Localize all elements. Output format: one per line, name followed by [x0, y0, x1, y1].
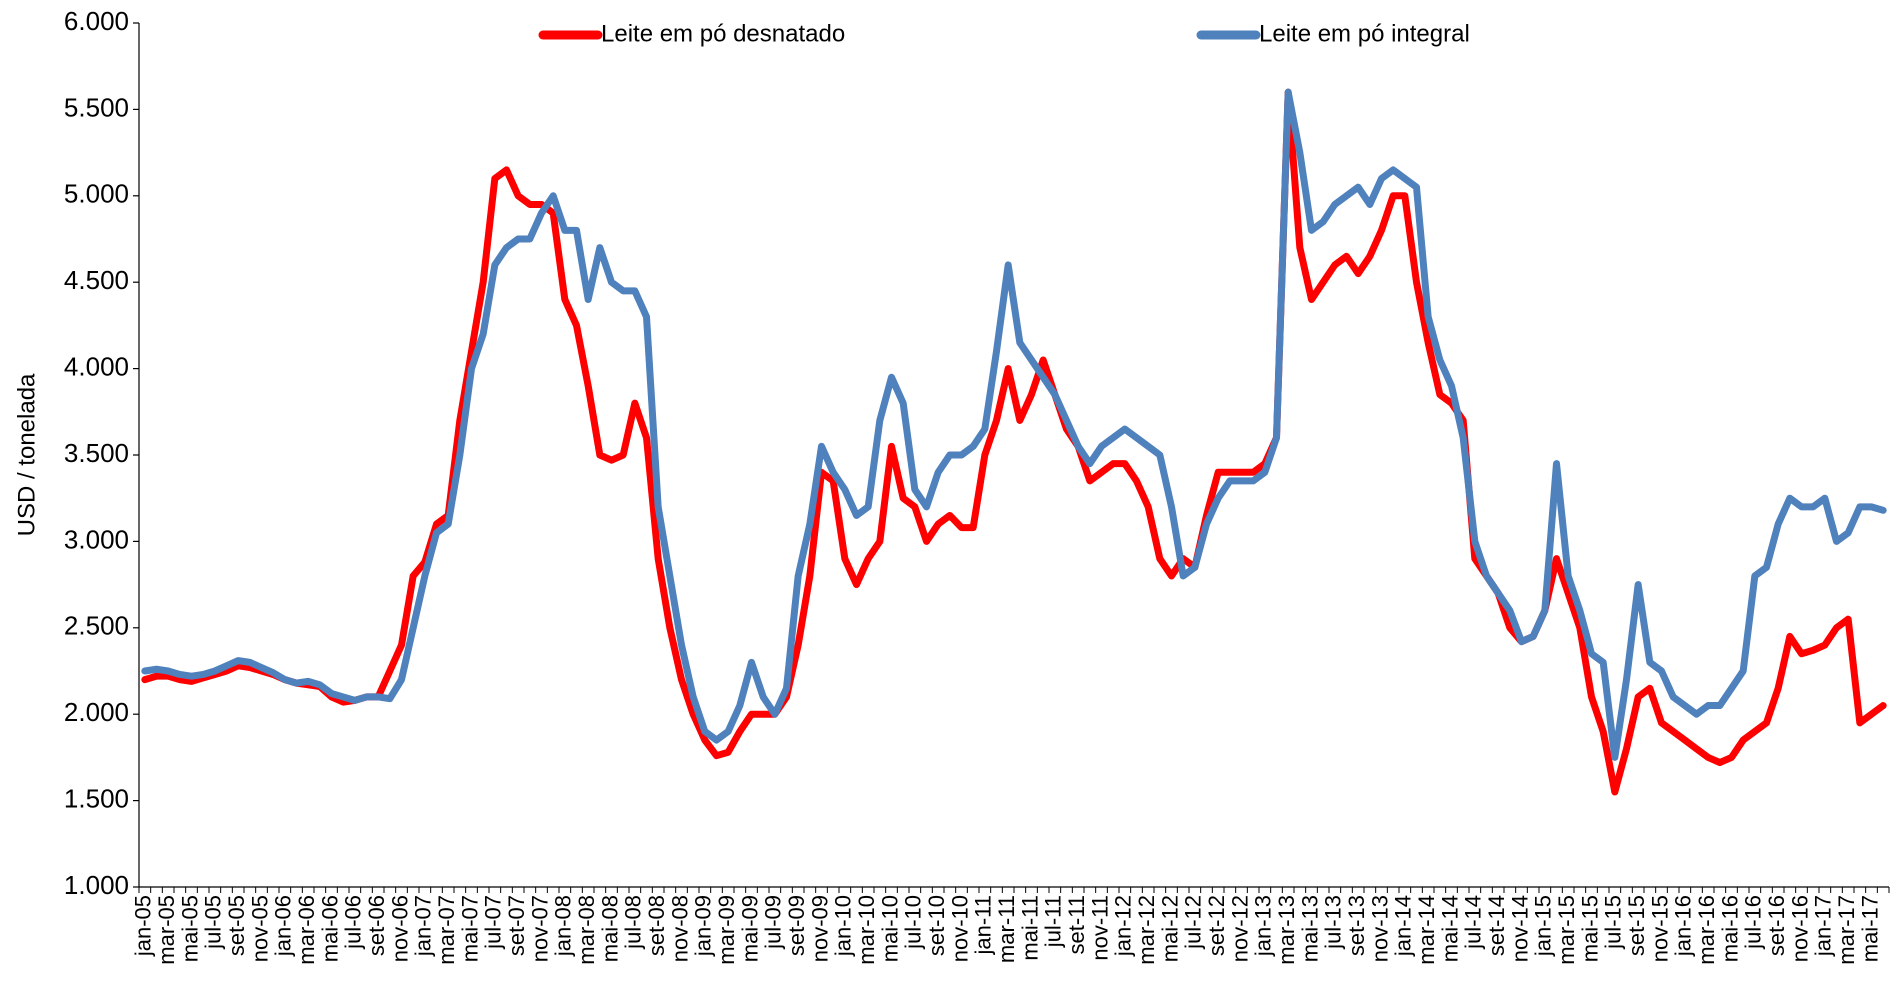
- x-tick-label: jan-17: [1811, 895, 1836, 957]
- y-tick-label: 3.500: [64, 438, 129, 468]
- x-tick-label: nov-11: [1087, 895, 1112, 961]
- x-tick-label: jan-13: [1251, 895, 1276, 957]
- x-tick-label: mai-07: [457, 895, 482, 962]
- x-tick-label: jan-16: [1671, 895, 1696, 957]
- x-tick-label: jul-09: [761, 895, 786, 950]
- y-tick-label: 6.000: [64, 6, 129, 36]
- x-tick-label: mai-09: [737, 895, 762, 962]
- x-tick-label: nov-14: [1507, 895, 1532, 962]
- x-tick-label: mai-08: [597, 895, 622, 962]
- x-tick-label: set-13: [1344, 895, 1369, 956]
- x-tick-label: jan-08: [551, 895, 576, 957]
- x-tick-label: nov-09: [807, 895, 832, 962]
- x-tick-label: nov-06: [387, 895, 412, 962]
- y-tick-label: 1.000: [64, 870, 129, 900]
- x-tick-label: jul-05: [201, 895, 226, 950]
- x-tick-label: nov-10: [947, 895, 972, 962]
- x-tick-label: jan-05: [131, 895, 156, 957]
- x-tick-label: set-07: [504, 895, 529, 956]
- y-tick-label: 5.500: [64, 92, 129, 122]
- x-tick-label: mai-16: [1717, 895, 1742, 962]
- x-tick-label: nov-16: [1787, 895, 1812, 962]
- y-tick-label: 4.000: [64, 351, 129, 381]
- y-tick-label: 2.000: [64, 697, 129, 727]
- y-tick-label: 4.500: [64, 265, 129, 295]
- y-tick-label: 3.000: [64, 524, 129, 554]
- x-tick-label: jan-10: [831, 895, 856, 957]
- x-tick-label: jul-15: [1601, 895, 1626, 950]
- x-tick-label: set-15: [1624, 895, 1649, 956]
- x-tick-label: mar-06: [294, 895, 319, 965]
- x-tick-label: set-11: [1064, 895, 1089, 955]
- y-tick-label: 5.000: [64, 179, 129, 209]
- x-tick-label: nov-15: [1647, 895, 1672, 962]
- legend-label: Leite em pó integral: [1259, 20, 1470, 47]
- legend-label: Leite em pó desnatado: [601, 20, 845, 47]
- x-tick-label: set-12: [1204, 895, 1229, 956]
- x-tick-label: mar-13: [1274, 895, 1299, 965]
- x-tick-label: mar-15: [1554, 895, 1579, 965]
- x-tick-label: mar-12: [1134, 895, 1159, 965]
- x-tick-label: set-09: [784, 895, 809, 956]
- x-tick-label: jan-14: [1391, 895, 1416, 957]
- x-tick-label: jan-15: [1531, 895, 1556, 957]
- x-tick-label: jul-12: [1181, 895, 1206, 950]
- x-tick-label: mar-16: [1694, 895, 1719, 965]
- x-tick-label: set-10: [924, 895, 949, 956]
- x-tick-label: mar-05: [154, 895, 179, 965]
- x-tick-label: jul-06: [341, 895, 366, 950]
- x-tick-label: jan-06: [271, 895, 296, 957]
- x-tick-label: set-08: [644, 895, 669, 956]
- x-tick-label: mai-06: [317, 895, 342, 962]
- x-tick-label: jul-14: [1461, 895, 1486, 950]
- x-tick-label: nov-08: [667, 895, 692, 962]
- x-tick-label: mai-14: [1437, 895, 1462, 962]
- x-tick-label: mai-11: [1017, 895, 1042, 961]
- x-tick-label: jul-07: [481, 895, 506, 950]
- x-tick-label: jul-16: [1741, 895, 1766, 950]
- x-tick-label: jul-11: [1041, 895, 1066, 948]
- x-tick-label: mai-05: [177, 895, 202, 962]
- x-tick-label: nov-05: [247, 895, 272, 962]
- x-tick-label: jan-11: [971, 895, 996, 956]
- x-tick-label: jul-10: [901, 895, 926, 950]
- x-tick-label: set-06: [364, 895, 389, 956]
- y-tick-label: 2.500: [64, 611, 129, 641]
- x-tick-label: mar-09: [714, 895, 739, 965]
- y-axis-label: USD / tonelada: [13, 373, 40, 536]
- x-tick-label: set-16: [1764, 895, 1789, 956]
- x-tick-label: jul-13: [1321, 895, 1346, 950]
- x-tick-label: mar-17: [1834, 895, 1859, 965]
- y-tick-label: 1.500: [64, 783, 129, 813]
- x-tick-label: mar-08: [574, 895, 599, 965]
- x-tick-label: mai-17: [1857, 895, 1882, 962]
- x-tick-label: jan-12: [1111, 895, 1136, 957]
- series-line: [141, 88, 1887, 761]
- x-tick-label: mai-10: [877, 895, 902, 962]
- x-tick-label: mai-13: [1297, 895, 1322, 962]
- x-tick-label: mar-07: [434, 895, 459, 965]
- x-tick-label: set-05: [224, 895, 249, 956]
- x-tick-label: nov-13: [1367, 895, 1392, 962]
- x-tick-label: nov-12: [1227, 895, 1252, 962]
- x-tick-label: mar-14: [1414, 895, 1439, 965]
- x-tick-label: jul-08: [621, 895, 646, 950]
- x-tick-label: nov-07: [527, 895, 552, 962]
- x-tick-label: jan-09: [691, 895, 716, 957]
- x-tick-label: mai-12: [1157, 895, 1182, 962]
- x-tick-label: set-14: [1484, 895, 1509, 956]
- x-tick-label: mar-10: [854, 895, 879, 965]
- x-tick-label: mar-11: [994, 895, 1019, 963]
- x-tick-label: jan-07: [411, 895, 436, 957]
- x-tick-label: mai-15: [1577, 895, 1602, 962]
